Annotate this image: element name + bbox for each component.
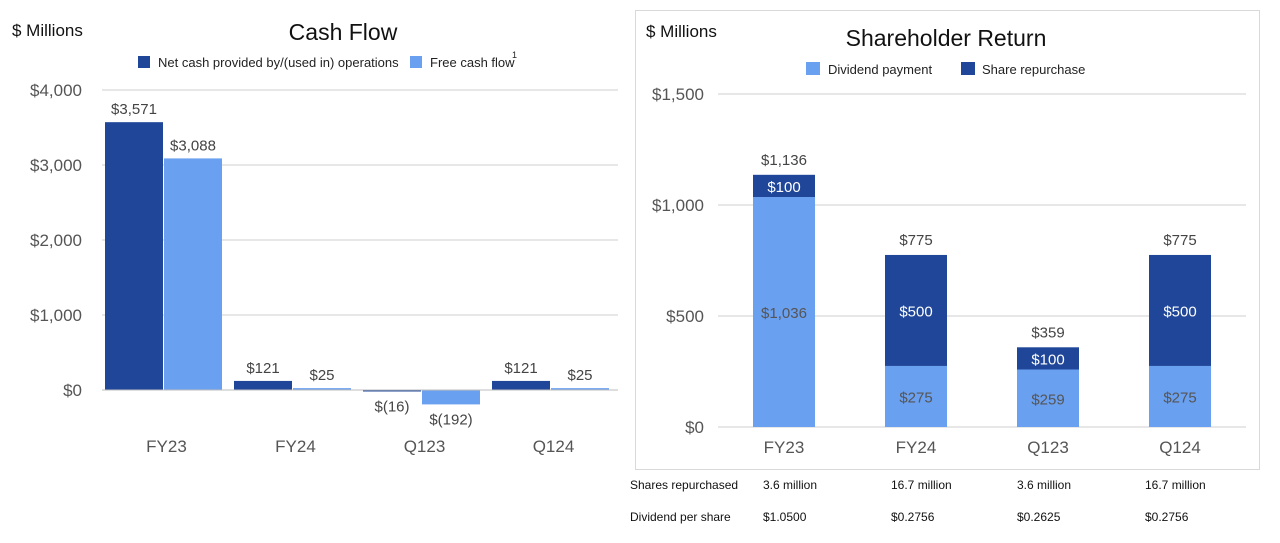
x-tick-label: Q124 [533, 437, 575, 456]
data-label: $275 [1163, 389, 1196, 406]
x-tick-label: Q123 [404, 437, 446, 456]
bar [234, 380, 292, 390]
shareholder-return-chart: $ Millions Shareholder Return Dividend pay… [635, 10, 1260, 470]
total-label: $1,136 [761, 152, 807, 169]
y-tick-label: $0 [685, 418, 704, 437]
y-tick-label: $1,500 [652, 85, 704, 104]
bar [164, 158, 222, 390]
y-tick-label: $4,000 [30, 81, 82, 100]
bar [551, 388, 609, 390]
x-tick-label: FY24 [275, 437, 316, 456]
data-label: $(192) [429, 411, 472, 428]
cash-flow-svg: $ Millions Cash Flow Net cash provided by/… [12, 19, 618, 456]
bar-segment [885, 254, 947, 366]
row-value: $0.2756 [1145, 510, 1189, 524]
row-value: 3.6 million [1017, 478, 1072, 492]
data-label: $500 [1163, 303, 1196, 320]
x-tick-label: FY23 [146, 437, 187, 456]
data-label: $100 [767, 179, 800, 196]
data-label: $(16) [374, 399, 409, 416]
data-label: $25 [567, 367, 592, 384]
bar-segment [1149, 254, 1211, 366]
x-tick-label: FY24 [896, 438, 937, 457]
shareholder-table: Shares repurchased 3.6 million 16.7 mill… [630, 474, 1270, 534]
unit-label: $ Millions [12, 21, 83, 40]
bar-segment [753, 174, 815, 198]
y-tick-label: $2,000 [30, 231, 82, 250]
table-row: Dividend per share $1.0500 $0.2756 $0.26… [630, 510, 1270, 530]
bar-segment [753, 197, 815, 427]
bar [363, 390, 421, 392]
row-value: $0.2625 [1017, 510, 1061, 524]
y-tick-label: $0 [63, 381, 82, 400]
legend-label: Share repurchase [982, 62, 1085, 77]
data-label: $275 [899, 389, 932, 406]
legend-swatch-dividend [806, 62, 820, 75]
y-tick-label: $3,000 [30, 156, 82, 175]
total-label: $775 [1163, 232, 1196, 249]
bar-segment [885, 365, 947, 427]
data-label: $500 [899, 303, 932, 320]
data-label: $121 [504, 360, 537, 377]
x-tick-label: FY23 [764, 438, 805, 457]
bar [492, 380, 550, 390]
data-label: $3,088 [170, 137, 216, 154]
legend-label: Net cash provided by/(used in) operation… [158, 55, 399, 70]
legend-label: Dividend payment [828, 62, 932, 77]
x-tick-label: Q124 [1159, 438, 1201, 457]
row-value: 3.6 million [763, 478, 818, 492]
y-tick-label: $1,000 [30, 306, 82, 325]
row-label: Shares repurchased [630, 478, 739, 492]
legend-label: Free cash flow [430, 55, 515, 70]
legend-superscript: 1 [512, 50, 517, 60]
row-value: $1.0500 [763, 510, 807, 524]
data-label: $121 [246, 360, 279, 377]
bar-segment [1017, 369, 1079, 427]
y-tick-label: $500 [666, 307, 704, 326]
row-value: 16.7 million [1145, 478, 1206, 492]
cash-flow-chart: $ Millions Cash Flow Net cash provided by/… [0, 0, 630, 470]
bar-segment [1017, 347, 1079, 370]
data-label: $100 [1031, 351, 1064, 368]
chart-title: Shareholder Return [846, 25, 1047, 51]
shareholder-return-svg: $ Millions Shareholder Return Dividend pay… [646, 22, 1246, 457]
bar-segment [1149, 365, 1211, 427]
row-value: 16.7 million [891, 478, 952, 492]
row-label: Dividend per share [630, 510, 731, 524]
row-value: $0.2756 [891, 510, 935, 524]
legend-swatch-fcf [410, 56, 422, 68]
data-label: $1,036 [761, 305, 807, 322]
total-label: $775 [899, 232, 932, 249]
bar [293, 388, 351, 390]
table-row: Shares repurchased 3.6 million 16.7 mill… [630, 478, 1270, 498]
legend-swatch-operations [138, 56, 150, 68]
bar [105, 122, 163, 391]
data-label: $3,571 [111, 101, 157, 118]
x-tick-label: Q123 [1027, 438, 1069, 457]
unit-label: $ Millions [646, 22, 717, 41]
legend-swatch-repurchase [961, 62, 975, 75]
total-label: $359 [1031, 324, 1064, 341]
bar [422, 390, 480, 405]
data-label: $25 [309, 367, 334, 384]
chart-title: Cash Flow [289, 19, 398, 45]
data-label: $259 [1031, 391, 1064, 408]
y-tick-label: $1,000 [652, 196, 704, 215]
